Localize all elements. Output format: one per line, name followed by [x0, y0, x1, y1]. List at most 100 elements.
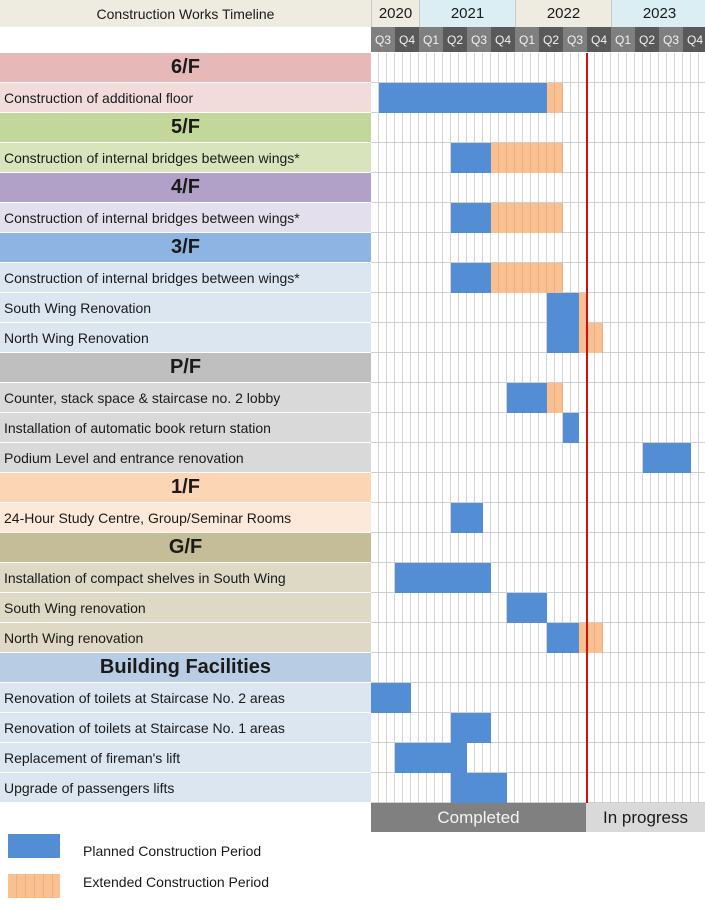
- status-in-progress-band: In progress: [586, 803, 705, 832]
- grid-month-line: [594, 53, 595, 803]
- task-label: Construction of internal bridges between…: [0, 263, 371, 292]
- chart-title: Construction Works Timeline: [0, 0, 371, 27]
- grid-month-line: [666, 53, 667, 803]
- status-completed-band: Completed: [371, 803, 586, 832]
- grid-month-line: [442, 53, 443, 803]
- grid-month-line: [474, 53, 475, 803]
- quarter-cell: Q1: [419, 27, 443, 52]
- grid-row-line: [371, 142, 705, 143]
- quarter-cell: Q4: [491, 27, 515, 52]
- extended-period-bar: [579, 293, 587, 323]
- section-header: 6/F: [0, 53, 371, 82]
- task-label: Replacement of fireman's lift: [0, 743, 371, 772]
- grid-row-line: [371, 352, 705, 353]
- grid-month-line: [394, 53, 395, 803]
- planned-period-bar: [379, 83, 547, 113]
- grid-month-line: [426, 53, 427, 803]
- quarter-cell: Q3: [467, 27, 491, 52]
- grid-month-line: [450, 53, 451, 803]
- grid-row-line: [371, 472, 705, 473]
- task-label: Construction of additional floor: [0, 83, 371, 112]
- task-label: Renovation of toilets at Staircase No. 2…: [0, 683, 371, 712]
- year-2023: 2023: [611, 0, 705, 27]
- grid-row-line: [371, 442, 705, 443]
- task-label: Podium Level and entrance renovation: [0, 443, 371, 472]
- planned-period-bar: [547, 323, 579, 353]
- year-2022: 2022: [515, 0, 611, 27]
- grid-month-line: [546, 53, 547, 803]
- extended-period-bar: [491, 143, 563, 173]
- task-label: Counter, stack space & staircase no. 2 l…: [0, 383, 371, 412]
- task-label: Construction of internal bridges between…: [0, 143, 371, 172]
- year-2020: 2020: [371, 0, 419, 27]
- planned-period-bar: [451, 713, 491, 743]
- current-date-marker: [586, 53, 588, 803]
- task-label: Installation of compact shelves in South…: [0, 563, 371, 592]
- extended-period-bar: [579, 323, 603, 353]
- quarter-cell: Q1: [611, 27, 635, 52]
- planned-period-bar: [643, 443, 691, 473]
- year-2021: 2021: [419, 0, 515, 27]
- planned-period-bar: [507, 593, 547, 623]
- planned-period-bar: [395, 743, 467, 773]
- grid-month-line: [418, 53, 419, 803]
- task-label: North Wing Renovation: [0, 323, 371, 352]
- grid-row-line: [371, 502, 705, 503]
- grid-row-line: [371, 652, 705, 653]
- legend-planned-swatch: [8, 834, 60, 858]
- extended-period-bar: [579, 623, 603, 653]
- planned-period-bar: [507, 383, 547, 413]
- grid-month-line: [682, 53, 683, 803]
- grid-month-line: [402, 53, 403, 803]
- planned-period-bar: [563, 413, 579, 443]
- grid-month-line: [610, 53, 611, 803]
- grid-row-line: [371, 772, 705, 773]
- task-label: Upgrade of passengers lifts: [0, 773, 371, 802]
- grid-month-line: [618, 53, 619, 803]
- task-label: South Wing Renovation: [0, 293, 371, 322]
- planned-period-bar: [371, 683, 411, 713]
- grid-row-line: [371, 202, 705, 203]
- extended-period-bar: [547, 83, 563, 113]
- legend-extended-swatch: [8, 874, 60, 898]
- planned-period-bar: [451, 503, 483, 533]
- grid-row-line: [371, 262, 705, 263]
- legend-extended-label: Extended Construction Period: [83, 874, 269, 890]
- grid-month-line: [498, 53, 499, 803]
- task-label: 24-Hour Study Centre, Group/Seminar Room…: [0, 503, 371, 532]
- grid-month-line: [554, 53, 555, 803]
- quarter-cell: Q4: [395, 27, 419, 52]
- quarter-cell: Q4: [683, 27, 705, 52]
- quarter-cell: Q1: [515, 27, 539, 52]
- grid-month-line: [634, 53, 635, 803]
- grid-month-line: [482, 53, 483, 803]
- quarter-cell: Q2: [443, 27, 467, 52]
- grid-month-line: [562, 53, 563, 803]
- grid-month-line: [658, 53, 659, 803]
- planned-period-bar: [547, 623, 579, 653]
- task-label: Installation of automatic book return st…: [0, 413, 371, 442]
- quarter-cell: Q3: [371, 27, 395, 52]
- task-label: North Wing renovation: [0, 623, 371, 652]
- grid-month-line: [698, 53, 699, 803]
- planned-period-bar: [395, 563, 491, 593]
- extended-period-bar: [491, 203, 563, 233]
- grid-row-line: [371, 802, 705, 803]
- grid-row-line: [371, 712, 705, 713]
- section-header: 5/F: [0, 113, 371, 142]
- grid-month-line: [378, 53, 379, 803]
- grid-row-line: [371, 532, 705, 533]
- grid-row-line: [371, 742, 705, 743]
- planned-period-bar: [451, 773, 507, 803]
- task-label: Renovation of toilets at Staircase No. 1…: [0, 713, 371, 742]
- grid-month-line: [674, 53, 675, 803]
- grid-month-line: [626, 53, 627, 803]
- grid-month-line: [490, 53, 491, 803]
- grid-month-line: [602, 53, 603, 803]
- planned-period-bar: [451, 143, 491, 173]
- task-label: Construction of internal bridges between…: [0, 203, 371, 232]
- section-header: Building Facilities: [0, 653, 371, 682]
- planned-period-bar: [451, 263, 491, 293]
- grid-row-line: [371, 382, 705, 383]
- grid-month-line: [642, 53, 643, 803]
